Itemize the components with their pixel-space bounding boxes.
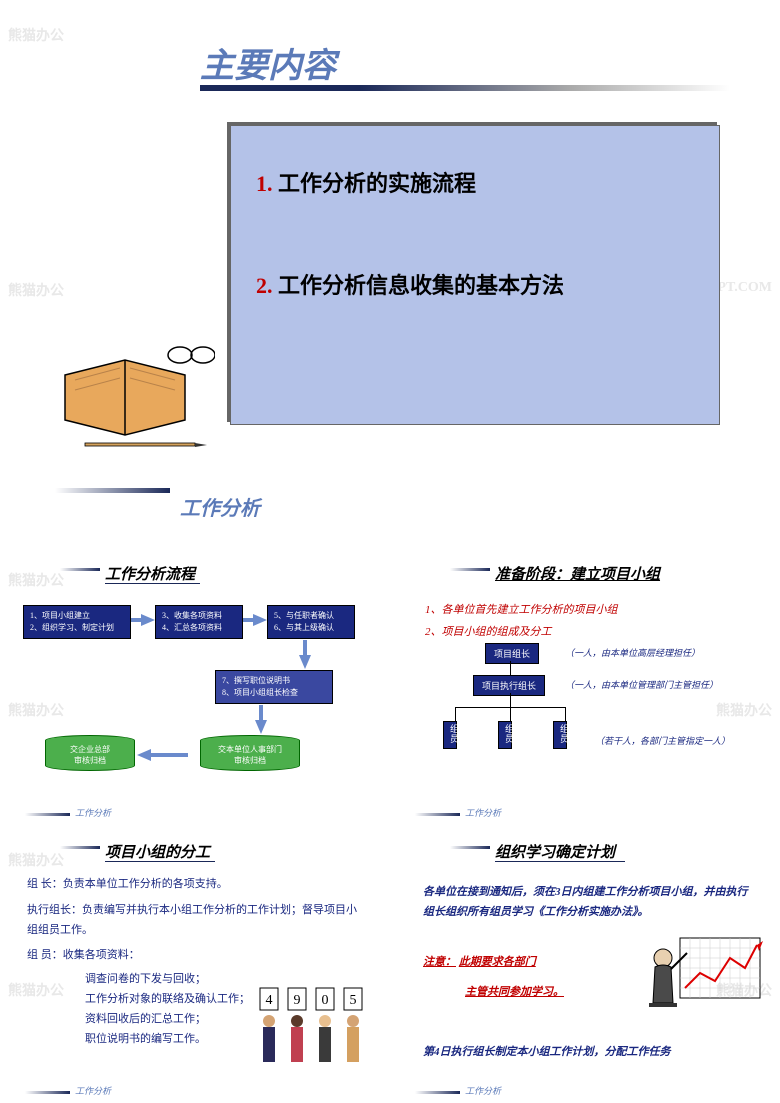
item-text: 工作分析信息收集的基本方法 [278,273,564,298]
footer-label: 工作分析 [465,806,501,819]
flow-cylinder: 交本单位人事部门 审核归档 [200,735,300,771]
org-note: （一人，由本单位管理部门主管担任） [565,677,718,693]
title-bar [60,846,100,849]
footer-bar [25,813,70,816]
notice-label: 注意： [423,956,456,968]
slide-team-roles: 项目小组的分工 组 长：负责本单位工作分析的各项支持。 执行组长：负责编写并执行… [5,833,385,1103]
flow-cylinder: 交企业总部 审核归档 [45,735,135,771]
org-line [510,693,511,707]
org-line [455,707,456,721]
flow-box: 7、撰写职位说明书 8、项目小组组长检查 [215,670,333,704]
notice-text: 此期要求各部门 [459,956,536,968]
footer-bar [415,813,460,816]
footer-bar [415,1091,460,1094]
org-note: （一人，由本单位高层经理担任） [565,645,700,661]
book-icon [55,325,215,455]
arrow-head [299,655,311,669]
slide-study-plan: 组织学习确定计划 各单位在接到通知后，须在3日内组建工作分析项目小组，并由执行组… [395,833,775,1103]
role-row: 组 长：负责本单位工作分析的各项支持。 [27,875,357,895]
arrow-head [137,749,151,761]
svg-text:0: 0 [322,993,329,1008]
role-row: 执行组长：负责编写并执行本小组工作分析的工作计划；督导项目小组组员工作。 [27,901,357,941]
content-box: 1. 工作分析的实施流程 2. 工作分析信息收集的基本方法 [230,125,720,425]
underline [105,861,215,862]
notice-text: 主管共同参加学习。 [465,983,564,1003]
text-line: 2、项目小组的组成及分工 [425,623,552,643]
flow-box: 5、与任职者确认 6、与其上级确认 [267,605,355,639]
judges-icon: 4 9 0 5 [255,983,370,1073]
slide-main-content: 主要内容 1. 工作分析的实施流程 2. 工作分析信息收集的基本方法 工作分析 [0,0,780,540]
underline [495,861,625,862]
slide-prep-stage: 准备阶段：建立项目小组 1、各单位首先建立工作分析的项目小组 2、项目小组的组成… [395,555,775,825]
org-box: 组员 [553,721,567,749]
arrow-head [253,614,267,626]
svg-text:5: 5 [350,993,357,1008]
item-number: 1. [256,171,273,196]
paragraph: 第4日执行组长制定本小组工作计划，分配工作任务 [423,1043,763,1063]
footer-label: 工作分析 [180,492,260,521]
title-bar [450,846,490,849]
footer-bar [25,1091,70,1094]
content-item: 1. 工作分析的实施流程 [256,166,694,198]
footer-label: 工作分析 [75,806,111,819]
flow-box: 3、收集各项资料 4、汇总各项资料 [155,605,243,639]
org-box: 项目组长 [485,643,539,664]
arrow-head [141,614,155,626]
svg-text:9: 9 [294,993,301,1008]
title-bar [60,568,100,571]
item-text: 工作分析的实施流程 [278,171,476,196]
slide-title: 准备阶段：建立项目小组 [495,563,660,584]
arrow [150,753,188,757]
slide-title: 项目小组的分工 [105,841,210,862]
chart-man-icon [645,933,765,1028]
slide-title: 工作分析流程 [105,563,195,584]
org-line [565,707,566,721]
title-bar [450,568,490,571]
arrow-head [255,720,267,734]
underline [105,583,200,584]
footer-label: 工作分析 [75,1084,111,1097]
item-number: 2. [256,273,273,298]
footer-bar [55,488,170,493]
footer-label: 工作分析 [465,1084,501,1097]
slide-flowchart: 工作分析流程 1、项目小组建立 2、组织学习、制定计划 3、收集各项资料 4、汇… [5,555,385,825]
role-row: 组 员：收集各项资料： [27,946,357,966]
org-box: 组员 [498,721,512,749]
flow-box: 1、项目小组建立 2、组织学习、制定计划 [23,605,131,639]
org-box: 项目执行组长 [473,675,545,696]
main-title: 主要内容 [200,38,336,87]
text-line: 1、各单位首先建立工作分析的项目小组 [425,601,618,621]
content-item: 2. 工作分析信息收集的基本方法 [256,268,694,300]
org-box: 组员 [443,721,457,749]
slide-title: 组织学习确定计划 [495,841,615,862]
svg-text:4: 4 [266,993,273,1008]
paragraph: 各单位在接到通知后，须在3日内组建工作分析项目小组，并由执行组长组织所有组员学习… [423,883,753,923]
title-bar [200,85,730,91]
org-line [510,707,511,721]
org-note: （若干人，各部门主管指定一人） [595,733,730,749]
org-line [510,661,511,675]
